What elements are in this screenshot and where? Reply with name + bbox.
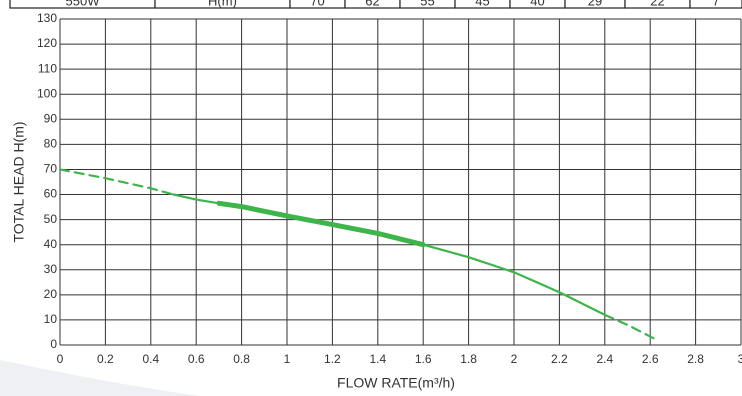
table-cell	[689, 0, 742, 9]
x-tick-label: 0.6	[188, 352, 205, 366]
curve	[603, 313, 659, 342]
curve	[216, 200, 426, 248]
table-cell	[9, 0, 156, 9]
y-tick-label: 20	[44, 287, 58, 301]
y-tick-label: 80	[44, 137, 58, 151]
table-cell	[344, 0, 401, 9]
x-axis-label: FLOW RATE(m³/h)	[337, 375, 455, 391]
y-tick-label: 60	[44, 187, 58, 201]
x-tick-label: 2	[511, 352, 518, 366]
y-axis-label: TOTAL HEAD H(m)	[11, 121, 27, 242]
table-cell	[154, 0, 291, 9]
y-tick-label: 120	[37, 36, 57, 50]
y-tick-label: 90	[44, 111, 58, 125]
x-tick-label: 1.6	[415, 352, 432, 366]
x-tick-label: 1.4	[369, 352, 386, 366]
table-text: 55	[420, 0, 434, 8]
table-text: 7	[712, 0, 719, 8]
x-tick-label: 0.2	[97, 352, 114, 366]
table-text: 22	[650, 0, 664, 8]
table-text: 70	[310, 0, 324, 8]
table-cell	[289, 0, 346, 9]
table-cell	[454, 0, 511, 9]
table-text: 45	[475, 0, 489, 8]
x-tick-label: 1.8	[460, 352, 477, 366]
x-tick-label: 1.2	[324, 352, 341, 366]
table-text: 62	[365, 0, 379, 8]
x-tick-label: 1	[284, 352, 291, 366]
y-tick-label: 0	[50, 337, 57, 351]
x-tick-label: 0.8	[233, 352, 250, 366]
x-tick-label: 2.2	[551, 352, 568, 366]
x-tick-label: 3	[738, 352, 742, 366]
table-cell	[564, 0, 626, 9]
y-tick-label: 10	[44, 312, 58, 326]
x-tick-label: 2.6	[642, 352, 659, 366]
curve	[172, 193, 606, 316]
y-tick-label: 130	[37, 11, 57, 25]
table-text: 40	[530, 0, 544, 8]
table-text: 550W	[66, 0, 101, 8]
y-tick-label: 40	[44, 237, 58, 251]
table-cell	[399, 0, 456, 9]
y-tick-label: 110	[38, 61, 57, 75]
x-tick-label: 2.4	[596, 352, 613, 366]
y-tick-label: 30	[44, 262, 58, 276]
table-text: 29	[588, 0, 602, 8]
x-tick-label: 0	[57, 352, 64, 366]
y-tick-label: 50	[44, 212, 58, 226]
decor-swoosh	[0, 360, 200, 396]
y-tick-label: 100	[37, 86, 57, 100]
table-cell	[509, 0, 566, 9]
y-tick-label: 70	[44, 162, 58, 176]
x-tick-label: 0.4	[142, 352, 159, 366]
table-cell	[624, 0, 691, 9]
x-tick-label: 2.8	[687, 352, 704, 366]
curve	[58, 168, 175, 196]
table-text: H(m)	[208, 0, 237, 8]
